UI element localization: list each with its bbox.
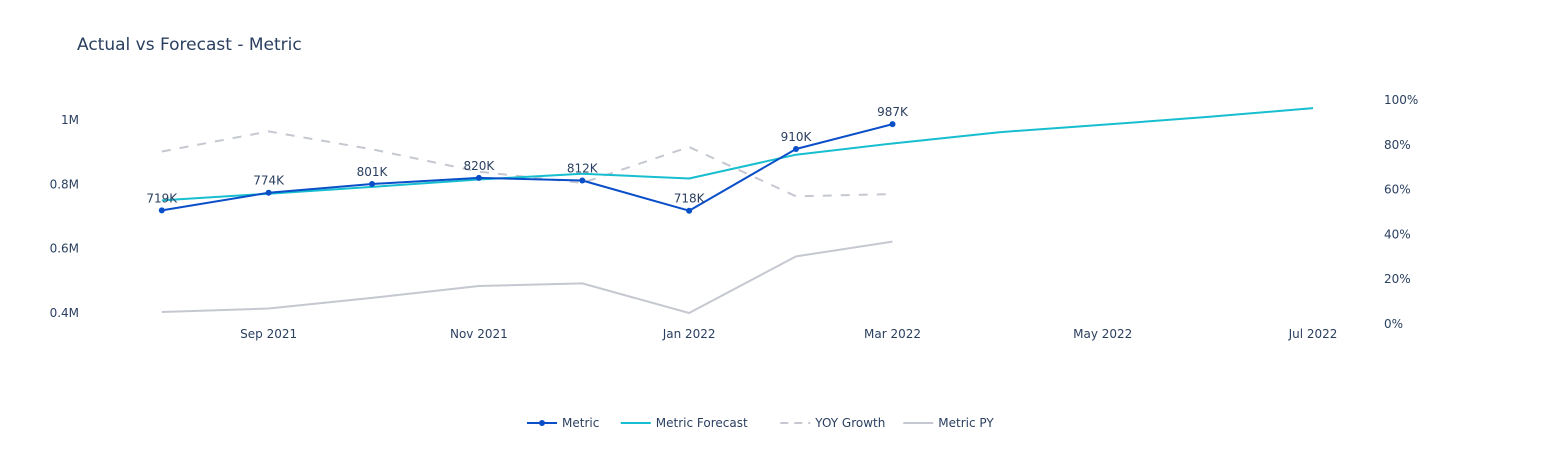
data-label: 910K [781,130,813,144]
series-point-metric[interactable] [686,207,693,214]
legend-label: Metric PY [938,416,994,430]
series-point-metric[interactable] [265,189,272,196]
data-labels: 719K 774K 801K 820K 812K 718K 910K 987K [146,105,909,206]
series-line-yoy-growth [161,130,893,198]
y-left-tick-label: 0.6M [50,242,79,256]
y-right-tick-label: 0% [1384,317,1403,331]
legend[interactable]: Metric Metric Forecast YOY Growth Metric PY [527,416,994,430]
x-tick-label: Jul 2022 [1288,327,1338,341]
legend-label: Metric Forecast [656,416,748,430]
series-point-metric[interactable] [475,174,482,181]
y-right-tick-label: 100% [1384,93,1418,107]
x-tick-label: Mar 2022 [864,327,921,341]
series-point-metric[interactable] [889,121,896,128]
legend-label: Metric [562,416,599,430]
data-label: 719K [146,191,178,205]
series-layer [158,107,1314,314]
legend-item-metric[interactable]: Metric [527,416,599,430]
series-point-metric[interactable] [579,177,586,184]
chart-title: Actual vs Forecast - Metric [77,35,302,55]
series-line-metric-forecast [161,107,1314,202]
y-left-tick-label: 1M [61,113,79,127]
y-left-tick-label: 0.4M [50,306,79,320]
y-right-tick-label: 20% [1384,272,1411,286]
y-right-tick-label: 80% [1384,138,1411,152]
y-right-tick-label: 60% [1384,183,1411,197]
legend-item-metric-forecast[interactable]: Metric Forecast [620,416,748,430]
y-left-axis: 0.4M 0.6M 0.8M 1M [50,113,79,320]
x-tick-label: Jan 2022 [662,327,716,341]
legend-marker [539,420,545,426]
data-label: 718K [674,192,706,206]
data-label: 774K [253,174,285,188]
series-point-metric[interactable] [369,181,376,188]
x-axis: Sep 2021 Nov 2021 Jan 2022 Mar 2022 May 2022… [240,327,1337,341]
data-label: 987K [877,105,909,119]
y-right-axis: 0% 20% 40% 60% 80% 100% [1384,93,1418,331]
legend-item-metric-py[interactable]: Metric PY [903,416,994,430]
legend-item-yoy-growth[interactable]: YOY Growth [780,416,885,430]
x-tick-label: Nov 2021 [450,327,508,341]
x-tick-label: May 2022 [1073,327,1132,341]
x-tick-label: Sep 2021 [240,327,297,341]
legend-label: YOY Growth [814,416,885,430]
data-label: 820K [463,159,495,173]
series-point-metric[interactable] [158,207,165,214]
series-line-metric-py [161,240,893,314]
data-label: 812K [567,161,599,175]
y-left-tick-label: 0.8M [50,177,79,191]
series-point-metric[interactable] [792,145,799,152]
data-label: 801K [357,165,389,179]
y-right-tick-label: 40% [1384,227,1411,241]
series-line-metric [161,123,893,212]
